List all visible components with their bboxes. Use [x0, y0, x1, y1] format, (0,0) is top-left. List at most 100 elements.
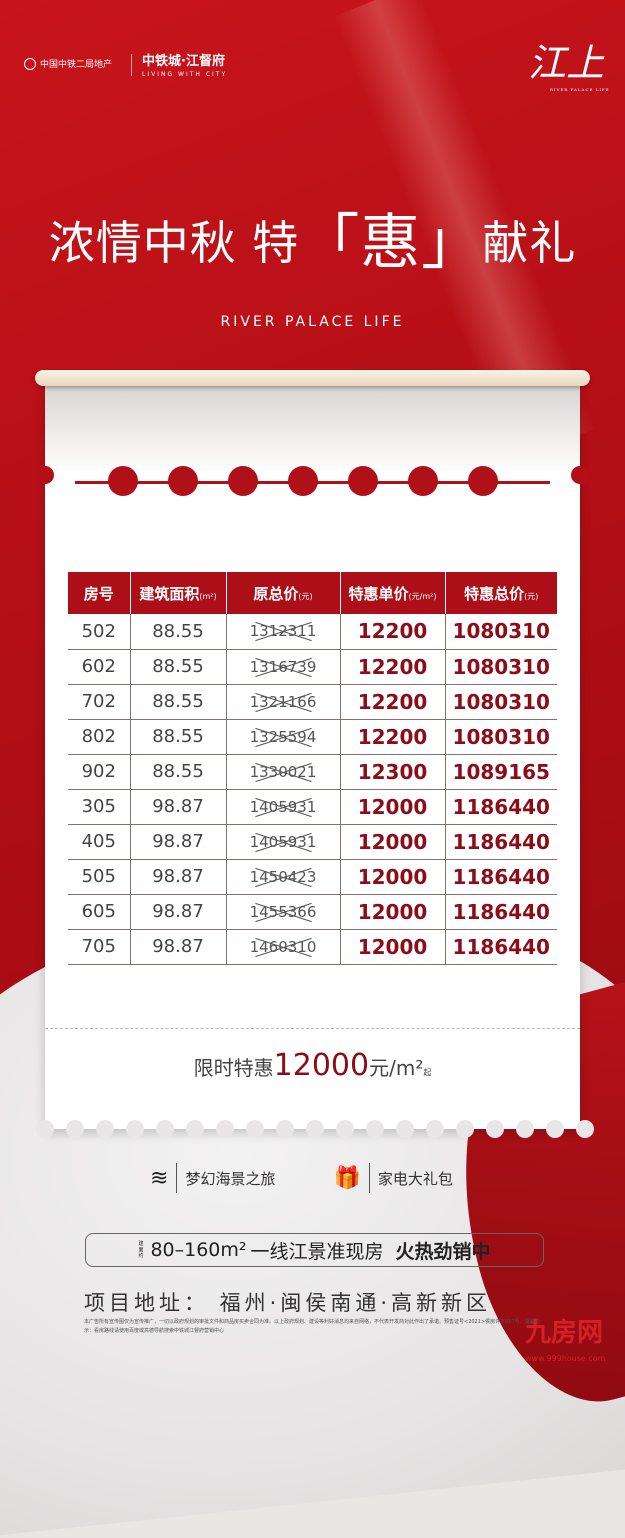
- cell-special-total: 1080310: [445, 684, 557, 720]
- cell-area: 88.55: [130, 754, 227, 790]
- gift-label: 梦幻海景之旅: [185, 1169, 276, 1188]
- banner-text: 一线江景准现房: [250, 1240, 384, 1263]
- header-unit: (m²): [199, 591, 217, 601]
- title-part2: 献礼: [482, 216, 577, 270]
- scroll-roller: [35, 370, 590, 386]
- promo-price: 12000: [273, 1048, 370, 1083]
- table-row: 305 98.87 1405931 12000 1186440: [68, 789, 557, 825]
- title-highlight: 「惠」: [299, 208, 483, 278]
- brand-logo: 中铁城·江督府 LIVING WITH CITY: [142, 50, 227, 78]
- header-label: 原总价: [253, 584, 299, 603]
- cell-room: 802: [68, 719, 131, 755]
- scallop-edge: [186, 1120, 204, 1138]
- column-header: 原总价(元): [226, 572, 341, 614]
- cell-room: 605: [68, 894, 131, 930]
- cell-area: 88.55: [130, 719, 227, 755]
- cell-unit-price: 12200: [340, 684, 446, 720]
- cell-original-total: 1460310: [226, 929, 341, 965]
- cell-room: 705: [68, 929, 131, 965]
- card-top-shade: [45, 384, 580, 474]
- cell-special-total: 1186440: [445, 929, 557, 965]
- header-label: 特惠单价: [348, 584, 409, 603]
- table-row: 802 88.55 1325594 12200 1080310: [68, 719, 557, 755]
- scallop-edge: [516, 1120, 534, 1138]
- table-row: 602 88.55 1316739 12200 1080310: [68, 649, 557, 685]
- cell-unit-price: 12000: [340, 894, 446, 930]
- gift-label: 家电大礼包: [377, 1169, 453, 1188]
- scallop-edge: [426, 1120, 444, 1138]
- cell-special-total: 1080310: [445, 649, 557, 685]
- cell-unit-price: 12200: [340, 649, 446, 685]
- promo-unit: 元/m²: [369, 1056, 424, 1080]
- scallop-edge: [576, 1120, 594, 1138]
- decor-dot: [408, 466, 438, 496]
- scallop-edge: [96, 1120, 114, 1138]
- banner-small: 建面约: [138, 1241, 144, 1259]
- cell-area: 98.87: [130, 894, 227, 930]
- promo-text: 限时特惠12000元/m²起: [0, 1048, 625, 1083]
- developer-logo: 中国中铁二局地产: [24, 57, 112, 70]
- header-unit: (元): [524, 591, 539, 601]
- cell-original-total: 1330021: [226, 754, 341, 790]
- gift-list: ≋ 梦幻海景之旅 🎁 家电大礼包: [150, 1163, 453, 1193]
- header-unit: (元): [298, 591, 313, 601]
- divider: [176, 1163, 178, 1193]
- header-label: 房号: [83, 584, 114, 603]
- struck-price: 1316739: [249, 657, 317, 676]
- card-notch: [571, 466, 589, 484]
- column-header: 建筑面积(m²): [130, 572, 227, 614]
- price-table: 房号 建筑面积(m²) 原总价(元) 特惠单价(元/m²) 特惠总价(元) 502 88.…: [68, 572, 557, 965]
- divider: [131, 54, 132, 76]
- table-row: 902 88.55 1330021 12300 1089165: [68, 754, 557, 790]
- developer-name: 中国中铁二局地产: [40, 60, 113, 70]
- cell-unit-price: 12300: [340, 754, 446, 790]
- cell-original-total: 1325594: [226, 719, 341, 755]
- struck-price: 1405931: [249, 832, 317, 851]
- scallop-edge: [276, 1120, 294, 1138]
- table-row: 705 98.87 1460310 12000 1186440: [68, 929, 557, 965]
- cell-original-total: 1321166: [226, 684, 341, 720]
- subtitle: RIVER PALACE LIFE: [220, 314, 405, 330]
- scallop-edge: [456, 1120, 474, 1138]
- cell-area: 88.55: [130, 684, 227, 720]
- cell-room: 502: [68, 614, 131, 650]
- struck-price: 1460310: [249, 937, 317, 956]
- divider: [368, 1163, 370, 1193]
- cell-special-total: 1186440: [445, 824, 557, 860]
- promo-prefix: 限时特惠: [193, 1056, 274, 1080]
- cell-room: 902: [68, 754, 131, 790]
- scallop-edge: [306, 1120, 324, 1138]
- brand-tagline: LIVING WITH CITY: [142, 71, 228, 78]
- scallop-edge: [396, 1120, 414, 1138]
- cell-original-total: 1405931: [226, 789, 341, 825]
- table-row: 502 88.55 1312311 12200 1080310: [68, 614, 557, 650]
- scallop-edge: [216, 1120, 234, 1138]
- cell-unit-price: 12000: [340, 824, 446, 860]
- banner-bold: 火热劲销中: [395, 1240, 491, 1263]
- table-row: 405 98.87 1405931 12000 1186440: [68, 824, 557, 860]
- title-part1: 浓情中秋 特: [48, 216, 300, 270]
- project-logo: 江上 RIVER PALACE LIFE: [528, 32, 610, 92]
- struck-price: 1330021: [249, 762, 317, 781]
- scallop-edge: [36, 1120, 54, 1138]
- cell-unit-price: 12200: [340, 614, 446, 650]
- decor-dot: [108, 466, 138, 496]
- table-row: 605 98.87 1455366 12000 1186440: [68, 894, 557, 930]
- table-row: 505 98.87 1450423 12000 1186440: [68, 859, 557, 895]
- cell-special-total: 1186440: [445, 894, 557, 930]
- scallop-edge: [156, 1120, 174, 1138]
- page-title: 浓情中秋 特「惠」献礼: [0, 190, 625, 278]
- watermark-url: www.999house.com: [525, 1354, 606, 1363]
- logo-glyph: 江上: [528, 41, 605, 85]
- scallop-edge: [336, 1120, 354, 1138]
- decor-dot: [288, 466, 318, 496]
- struck-price: 1405931: [249, 797, 317, 816]
- cell-original-total: 1455366: [226, 894, 341, 930]
- cell-area: 98.87: [130, 824, 227, 860]
- struck-price: 1450423: [249, 867, 317, 886]
- decor-dot: [228, 466, 258, 496]
- card-notch: [36, 466, 54, 484]
- decor-dot: [348, 466, 378, 496]
- struck-price: 1321166: [249, 692, 317, 711]
- column-header: 特惠总价(元): [445, 572, 557, 614]
